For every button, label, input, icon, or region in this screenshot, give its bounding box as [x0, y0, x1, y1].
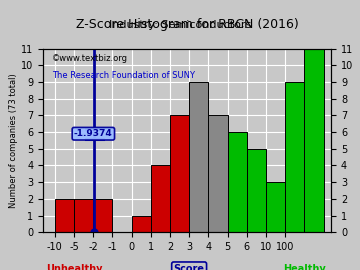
Bar [285, 82, 304, 232]
Text: -1.9374: -1.9374 [74, 129, 113, 138]
Bar [131, 215, 151, 232]
Bar [55, 199, 74, 232]
Bar [151, 166, 170, 232]
Bar [93, 199, 112, 232]
Text: The Research Foundation of SUNY: The Research Foundation of SUNY [52, 71, 195, 80]
Text: Score: Score [174, 264, 204, 270]
Title: Z-Score Histogram for RBCN (2016): Z-Score Histogram for RBCN (2016) [76, 18, 298, 31]
Bar [266, 182, 285, 232]
Text: Unhealthy: Unhealthy [46, 264, 102, 270]
Bar [189, 82, 208, 232]
Bar [247, 149, 266, 232]
Bar [170, 115, 189, 232]
Bar [304, 49, 324, 232]
Bar [74, 199, 93, 232]
Text: ©www.textbiz.org: ©www.textbiz.org [52, 54, 128, 63]
Y-axis label: Number of companies (73 total): Number of companies (73 total) [9, 73, 18, 208]
Text: Healthy: Healthy [283, 264, 326, 270]
Bar [208, 115, 228, 232]
Bar [228, 132, 247, 232]
Text: Industry: Semiconductors: Industry: Semiconductors [109, 20, 251, 30]
